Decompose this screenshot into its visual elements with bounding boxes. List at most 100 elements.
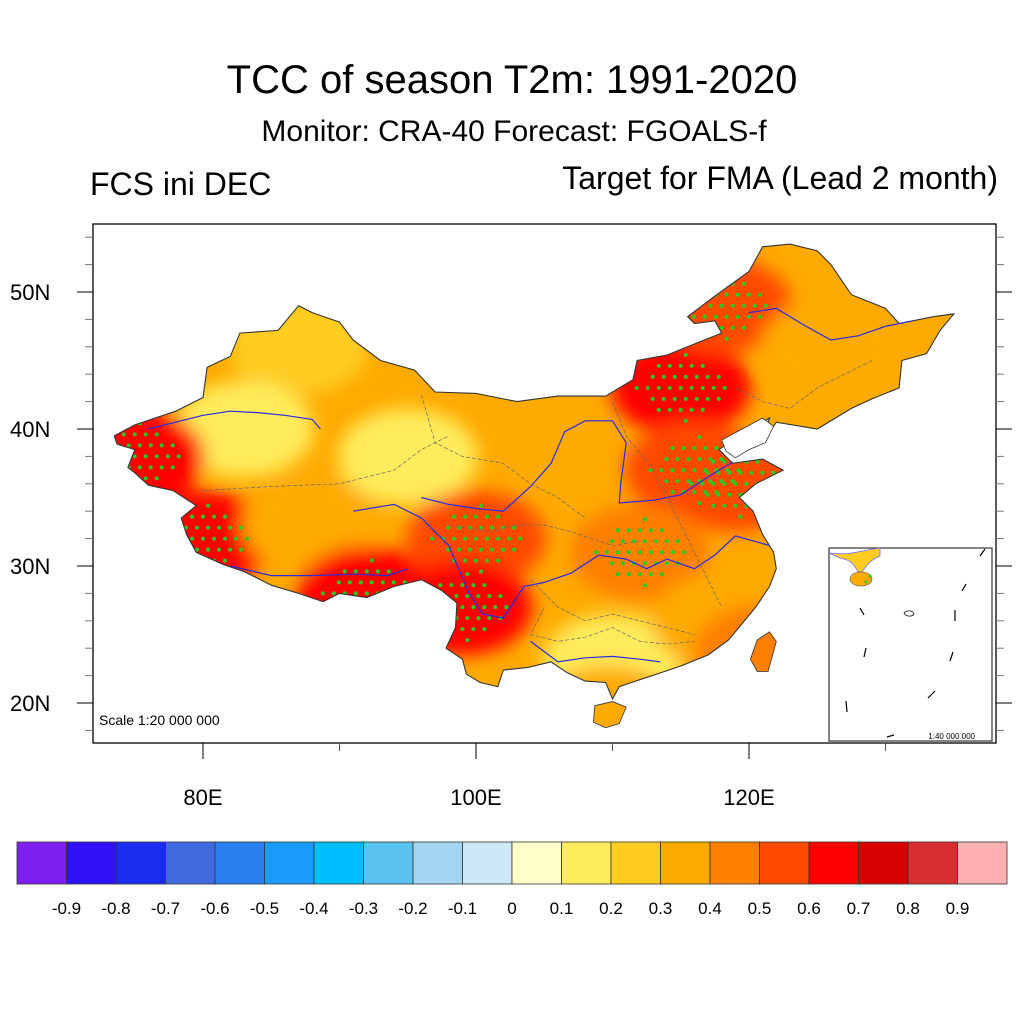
significance-dot xyxy=(485,514,489,519)
significance-dot xyxy=(358,580,363,585)
significance-dot xyxy=(201,536,205,541)
colorbar-label: 0.3 xyxy=(649,899,673,918)
significance-dot xyxy=(733,503,738,508)
significance-dot xyxy=(798,661,803,666)
significance-dot xyxy=(446,525,450,530)
significance-dot xyxy=(223,514,227,519)
significance-dot xyxy=(452,514,456,519)
significance-dot xyxy=(667,385,672,390)
significance-dot xyxy=(765,683,770,688)
significance-dot xyxy=(741,303,746,308)
significance-dot xyxy=(380,602,385,607)
significance-dot xyxy=(749,672,754,677)
significance-dot xyxy=(105,465,109,469)
significance-dot xyxy=(353,569,358,574)
significance-dot xyxy=(471,605,476,610)
significance-dot xyxy=(479,503,483,508)
tcc-region-0 xyxy=(228,298,369,395)
significance-dot xyxy=(364,591,369,596)
significance-dot xyxy=(443,616,448,621)
significance-dot xyxy=(217,525,221,530)
significance-dot xyxy=(771,628,776,633)
significance-dot xyxy=(689,481,694,486)
significance-dot xyxy=(126,443,131,448)
significance-dot xyxy=(132,454,137,459)
significance-dot xyxy=(457,547,461,552)
significance-dot xyxy=(724,314,729,319)
province-boundary-2 xyxy=(448,524,640,546)
significance-dot xyxy=(386,569,391,574)
significance-dot xyxy=(391,580,396,585)
significance-dot xyxy=(648,550,653,555)
tcc-region-1 xyxy=(173,381,314,477)
significance-dot xyxy=(714,446,719,451)
colorbar-swatch xyxy=(16,841,67,885)
significance-dot xyxy=(705,396,710,401)
significance-dot xyxy=(121,432,126,437)
significance-dot xyxy=(642,561,647,566)
significance-dot xyxy=(201,514,205,519)
significance-dot xyxy=(741,325,746,330)
significance-dot xyxy=(386,591,391,596)
significance-dot xyxy=(692,468,697,473)
significance-dot xyxy=(190,558,194,563)
colorbar-swatch xyxy=(412,841,463,885)
significance-dot xyxy=(634,385,639,390)
significance-dot xyxy=(683,396,688,401)
significance-dot xyxy=(604,550,609,555)
colorbar-swatch xyxy=(907,841,958,885)
significance-dot xyxy=(369,624,374,629)
significance-dot xyxy=(670,550,675,555)
significance-dot xyxy=(234,536,238,541)
significance-dot xyxy=(711,459,716,464)
significance-dot xyxy=(342,613,347,618)
river-1 xyxy=(353,503,770,619)
significance-dot xyxy=(661,374,666,379)
significance-dot xyxy=(353,591,358,596)
colorbar-swatch xyxy=(165,841,216,885)
significance-dot xyxy=(496,558,500,563)
significance-dot xyxy=(694,396,699,401)
inset-coast xyxy=(828,547,881,573)
significance-dot xyxy=(724,292,729,297)
significance-dot xyxy=(743,639,748,644)
significance-dot xyxy=(504,605,509,610)
significance-dot xyxy=(615,572,620,577)
hainan-island xyxy=(592,701,627,729)
significance-dot xyxy=(689,363,694,368)
significance-dot xyxy=(471,583,476,588)
axes: 80E 100E 120E 50N 40N 30N 20N xyxy=(10,236,1012,810)
significance-dot xyxy=(724,270,729,275)
colorbar-label: 0.6 xyxy=(797,899,821,918)
significance-dot xyxy=(650,374,655,379)
significance-dot xyxy=(620,561,625,566)
significance-dot xyxy=(661,396,666,401)
province-boundary-1 xyxy=(421,394,586,519)
tcc-contour-layer xyxy=(114,257,901,699)
significance-dot xyxy=(672,396,677,401)
x-tick-label: 120E xyxy=(723,785,774,810)
significance-dot xyxy=(223,536,227,541)
significance-dot xyxy=(190,536,194,541)
significance-dot xyxy=(474,514,478,519)
significance-dot xyxy=(637,550,642,555)
significance-dot xyxy=(239,525,243,530)
significance-dot xyxy=(206,525,210,530)
significance-dot xyxy=(708,457,713,462)
significance-dot xyxy=(449,583,454,588)
colorbar-label: 0.2 xyxy=(599,899,623,918)
significance-dot xyxy=(195,547,199,552)
significance-dot xyxy=(730,457,735,462)
significance-dot xyxy=(430,536,434,541)
significance-dot xyxy=(463,558,467,563)
significance-dot xyxy=(733,481,738,486)
scale-label: Scale 1:20 000 000 xyxy=(99,712,220,728)
significance-dot xyxy=(375,569,380,574)
significance-dot xyxy=(664,457,669,462)
inset-hainan xyxy=(849,571,873,587)
significance-dot xyxy=(427,605,432,610)
significance-dot xyxy=(449,605,454,610)
significance-dot xyxy=(626,528,631,533)
significance-dot xyxy=(507,536,511,541)
significance-dot xyxy=(173,547,177,552)
